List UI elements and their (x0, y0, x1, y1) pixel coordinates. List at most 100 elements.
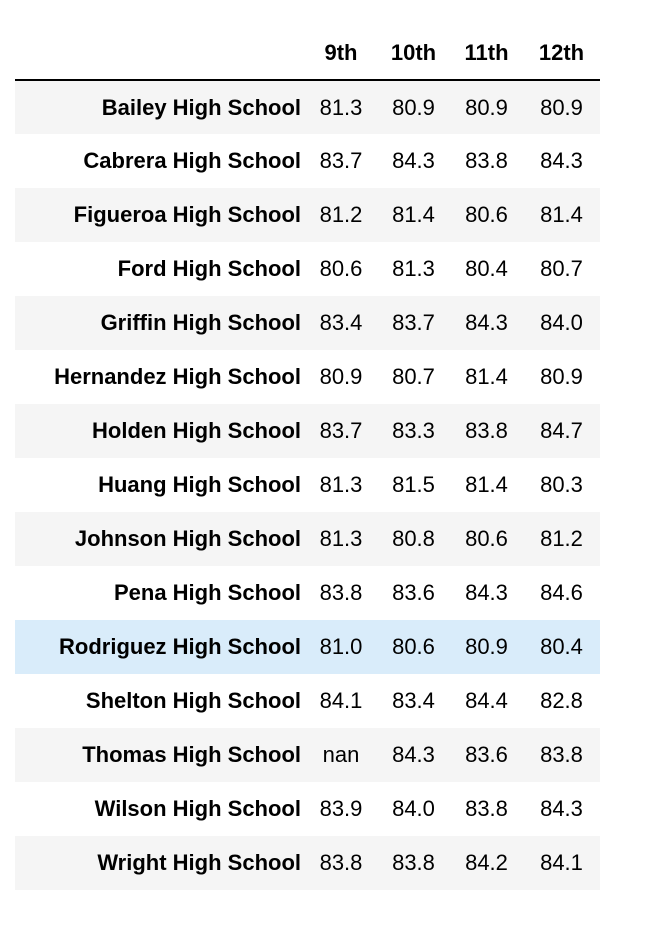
table-cell: 84.2 (465, 850, 508, 875)
table-cell: 80.9 (540, 364, 583, 389)
row-index-school: Thomas High School (82, 742, 301, 767)
table-row: Holden High School 83.7 83.3 83.8 84.7 (15, 404, 600, 458)
table-cell: 80.6 (465, 526, 508, 551)
table-cell: 84.0 (540, 310, 583, 335)
table-cell: 80.6 (465, 202, 508, 227)
row-index-school: Wright High School (97, 850, 301, 875)
table-row: Rodriguez High School 81.0 80.6 80.9 80.4 (15, 620, 600, 674)
table-cell: 84.3 (540, 796, 583, 821)
table-cell: 83.4 (319, 310, 363, 335)
table-cell: 83.4 (392, 688, 435, 713)
row-index-school: Huang High School (98, 472, 301, 497)
table-cell: 83.8 (465, 148, 508, 173)
table-cell: 83.8 (540, 742, 583, 767)
table-cell: 80.8 (392, 526, 435, 551)
row-index-school: Shelton High School (85, 688, 301, 713)
table-cell: 83.8 (319, 850, 363, 875)
header-row: 9th 10th 11th 12th (15, 26, 600, 81)
table-cell: 81.0 (319, 634, 363, 659)
scores-by-grade-table: 9th 10th 11th 12th Bailey High School 81.… (15, 26, 600, 890)
table-cell: 80.6 (319, 256, 363, 281)
table-row: Wright High School 83.8 83.8 84.2 84.1 (15, 836, 600, 890)
table-cell: 84.3 (392, 148, 435, 173)
table-row: Pena High School 83.8 83.6 84.3 84.6 (15, 566, 600, 620)
table-cell: 84.0 (392, 796, 435, 821)
table-cell: 81.3 (319, 94, 363, 120)
table-row: Bailey High School 81.3 80.9 80.9 80.9 (15, 80, 600, 134)
table-row: Figueroa High School 81.2 81.4 80.6 81.4 (15, 188, 600, 242)
row-index-school: Rodriguez High School (59, 634, 301, 659)
row-index-school: Holden High School (92, 418, 301, 443)
table-cell: 84.1 (319, 688, 363, 713)
table-cell: 81.3 (319, 526, 363, 551)
table-cell: 83.3 (392, 418, 435, 443)
table-cell: 80.9 (465, 634, 508, 659)
table-cell: 81.4 (392, 202, 435, 227)
table-row: Griffin High School 83.4 83.7 84.3 84.0 (15, 296, 600, 350)
table-body: Bailey High School 81.3 80.9 80.9 80.9 Cabrer… (15, 80, 600, 890)
table-row: Hernandez High School 80.9 80.7 81.4 80.9 (15, 350, 600, 404)
table-cell: 81.2 (319, 202, 363, 227)
table-cell: 83.9 (319, 796, 363, 821)
row-index-school: Figueroa High School (73, 202, 301, 227)
table-cell: 83.6 (392, 580, 435, 605)
table-cell: 84.3 (392, 742, 435, 767)
table-cell: 83.8 (319, 580, 363, 605)
table-cell: 82.8 (540, 688, 583, 713)
table-cell: 81.4 (465, 364, 508, 389)
table-row: Ford High School 80.6 81.3 80.4 80.7 (15, 242, 600, 296)
table-cell: 81.4 (540, 202, 583, 227)
row-index-school: Johnson High School (74, 526, 301, 551)
column-header: 9th (305, 26, 377, 81)
table-cell: 84.7 (540, 418, 583, 443)
table-cell: 81.3 (319, 472, 363, 497)
table-cell: 83.8 (392, 850, 435, 875)
row-index-school: Hernandez High School (54, 364, 301, 389)
table-cell: 81.5 (392, 472, 435, 497)
table-cell: 84.3 (465, 310, 508, 335)
table-row: Wilson High School 83.9 84.0 83.8 84.3 (15, 782, 600, 836)
table-cell: 81.4 (465, 472, 508, 497)
table-cell: 83.7 (319, 418, 363, 443)
table-cell: 80.9 (540, 94, 583, 120)
table-cell: 80.7 (540, 256, 583, 281)
table-cell: 84.1 (540, 850, 583, 875)
table-cell: 84.3 (465, 580, 508, 605)
table-cell: 81.3 (392, 256, 435, 281)
table-cell: 84.6 (540, 580, 583, 605)
table-cell: 83.8 (465, 796, 508, 821)
table-cell: 83.7 (319, 148, 363, 173)
table-row: Shelton High School 84.1 83.4 84.4 82.8 (15, 674, 600, 728)
table-row: Johnson High School 81.3 80.8 80.6 81.2 (15, 512, 600, 566)
table-cell: 80.9 (319, 364, 363, 389)
table-cell: 83.6 (465, 742, 508, 767)
table-header: 9th 10th 11th 12th (15, 26, 600, 81)
column-header: 11th (450, 26, 523, 81)
row-index-school: Cabrera High School (83, 148, 301, 173)
table-cell: 80.9 (392, 94, 435, 120)
table-row: Cabrera High School 83.7 84.3 83.8 84.3 (15, 134, 600, 188)
table-cell: 84.4 (465, 688, 508, 713)
table-cell: nan (322, 742, 360, 767)
table-row: Huang High School 81.3 81.5 81.4 80.3 (15, 458, 600, 512)
column-header: 10th (377, 26, 450, 81)
table-row: Thomas High School nan 84.3 83.6 83.8 (15, 728, 600, 782)
dataframe-container: 9th 10th 11th 12th Bailey High School 81.… (15, 26, 600, 890)
column-header: 12th (523, 26, 600, 81)
table-cell: 80.6 (392, 634, 435, 659)
row-index-school: Pena High School (113, 580, 301, 605)
table-cell: 80.4 (465, 256, 508, 281)
table-cell: 83.7 (392, 310, 435, 335)
table-cell: 80.3 (540, 472, 583, 497)
row-index-school: Wilson High School (94, 796, 301, 821)
table-cell: 84.3 (540, 148, 583, 173)
row-index-school: Bailey High School (101, 94, 301, 120)
table-cell: 80.9 (465, 94, 508, 120)
row-index-school: Ford High School (117, 256, 301, 281)
table-cell: 81.2 (540, 526, 583, 551)
table-cell: 80.7 (392, 364, 435, 389)
index-header (15, 26, 305, 81)
table-cell: 80.4 (540, 634, 583, 659)
table-cell: 83.8 (465, 418, 508, 443)
row-index-school: Griffin High School (100, 310, 301, 335)
